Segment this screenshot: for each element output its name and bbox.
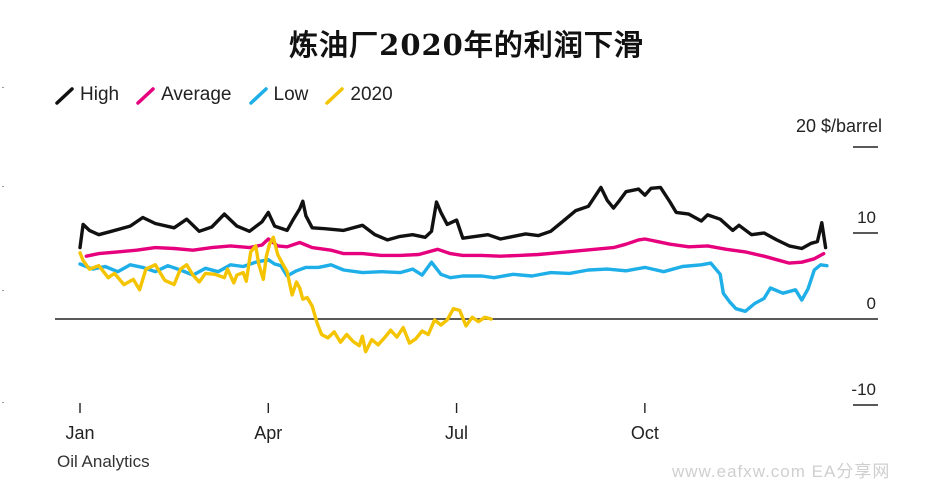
- series-lines: [78, 185, 829, 354]
- chart-title: 炼油厂2020年的利润下滑: [289, 28, 644, 62]
- y-tick-label: 0: [867, 294, 876, 313]
- legend: High Average Low 2020: [55, 84, 410, 106]
- x-tick-label: Jan: [65, 423, 94, 443]
- edge-mark: [2, 87, 4, 88]
- series-line-low: [78, 258, 829, 313]
- legend-item-average: Average: [136, 84, 232, 106]
- x-tick-label: Oct: [631, 423, 659, 443]
- legend-item-2020: 2020: [325, 84, 393, 106]
- y-gridlines: [55, 146, 878, 406]
- series-line-2020: [78, 235, 493, 354]
- legend-swatch-high: [55, 86, 74, 105]
- y-tick-label: -10: [851, 380, 876, 399]
- legend-item-low: Low: [248, 84, 309, 106]
- edge-mark: [2, 290, 4, 291]
- y-tick-label: 10: [857, 208, 876, 227]
- legend-swatch-average: [136, 86, 155, 105]
- y-axis-tick-labels: 10 0 -10: [851, 208, 876, 399]
- watermark: www.eafxw.com EA分享网: [672, 462, 891, 481]
- legend-label-2020: 2020: [350, 84, 393, 105]
- x-tick-label: Apr: [254, 423, 282, 443]
- y-axis-unit-label: 20 $/barrel: [795, 116, 882, 136]
- source-credit: Oil Analytics: [57, 452, 150, 471]
- legend-item-high: High: [55, 84, 119, 106]
- x-tick-label: Jul: [445, 423, 468, 443]
- legend-swatch-low: [248, 86, 268, 105]
- legend-label-high: High: [80, 84, 120, 105]
- edge-mark: [2, 186, 4, 187]
- series-line-high: [78, 185, 828, 251]
- legend-label-low: Low: [273, 84, 309, 105]
- series-line-average: [84, 237, 826, 265]
- legend-label-average: Average: [161, 84, 232, 105]
- x-axis: Jan Apr Jul Oct: [65, 403, 659, 443]
- legend-swatch-2020: [325, 86, 345, 105]
- edge-mark: [2, 402, 4, 403]
